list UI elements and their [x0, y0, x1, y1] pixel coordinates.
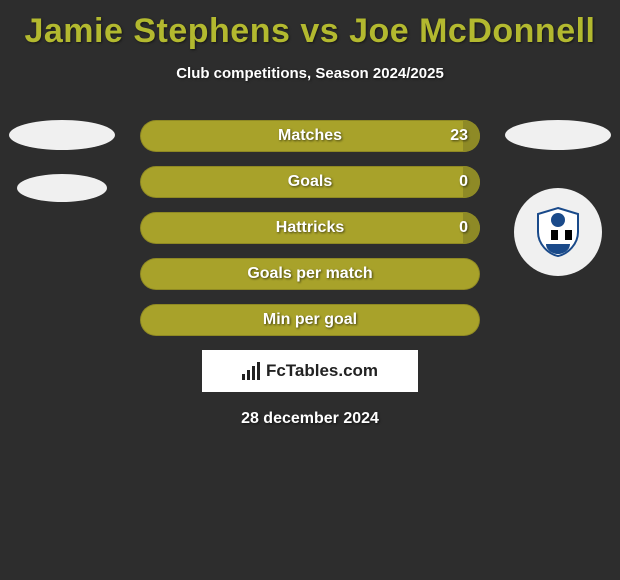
stat-row: Goals per match [140, 258, 480, 290]
right-player-badge-1 [505, 120, 611, 150]
stat-row: Goals 0 [140, 166, 480, 198]
bar-label: Matches [278, 127, 342, 145]
bar-label: Hattricks [276, 219, 344, 237]
brand-logo: FcTables.com [202, 350, 418, 392]
subtitle: Club competitions, Season 2024/2025 [0, 65, 620, 82]
stat-bars: Matches 23 Goals 0 Hattricks 0 Goals per match… [140, 120, 480, 336]
left-player-badge-1 [9, 120, 115, 150]
page-title: Jamie Stephens vs Joe McDonnell [0, 0, 620, 51]
shield-icon [530, 204, 586, 260]
bar-label: Min per goal [263, 311, 357, 329]
bar-value-right: 23 [450, 127, 468, 145]
bar-value-right: 0 [459, 173, 468, 191]
comparison-date: 28 december 2024 [0, 410, 620, 428]
right-club-badge [514, 188, 602, 276]
left-player-col [2, 120, 122, 202]
bar-value-right: 0 [459, 219, 468, 237]
brand-text: FcTables.com [266, 361, 378, 381]
stat-row: Matches 23 [140, 120, 480, 152]
bar-label: Goals [288, 173, 332, 191]
comparison-content: Matches 23 Goals 0 Hattricks 0 Goals per match… [0, 120, 620, 428]
right-player-col [498, 120, 618, 276]
logo-bars-icon [242, 362, 260, 380]
bar-label: Goals per match [247, 265, 372, 283]
left-player-badge-2 [17, 174, 107, 202]
stat-row: Hattricks 0 [140, 212, 480, 244]
stat-row: Min per goal [140, 304, 480, 336]
